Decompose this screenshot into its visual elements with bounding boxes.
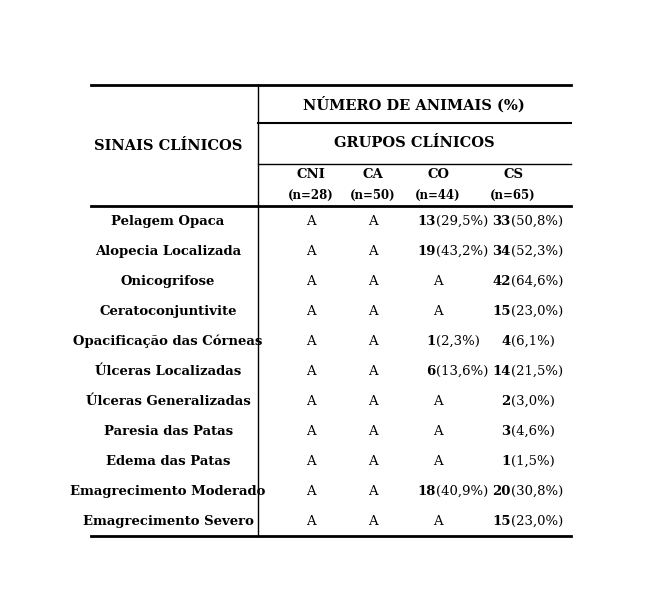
Text: Paresia das Patas: Paresia das Patas — [104, 424, 233, 438]
Text: A: A — [433, 454, 443, 467]
Text: (n=44): (n=44) — [415, 188, 461, 201]
Text: A: A — [306, 274, 315, 287]
Text: A: A — [433, 305, 443, 317]
Text: 33: 33 — [492, 214, 511, 228]
Text: 19: 19 — [417, 244, 435, 257]
Text: (6,1%): (6,1%) — [511, 335, 555, 348]
Text: NÚMERO DE ANIMAIS (%): NÚMERO DE ANIMAIS (%) — [303, 96, 525, 112]
Text: CNI: CNI — [296, 168, 325, 181]
Text: (n=65): (n=65) — [490, 188, 536, 201]
Text: A: A — [306, 395, 315, 408]
Text: (13,6%): (13,6%) — [435, 365, 488, 378]
Text: (4,6%): (4,6%) — [511, 424, 555, 438]
Text: (43,2%): (43,2%) — [435, 244, 488, 257]
Text: A: A — [368, 515, 378, 527]
Text: 1: 1 — [426, 335, 435, 348]
Text: 4: 4 — [501, 335, 511, 348]
Text: 42: 42 — [492, 274, 511, 287]
Text: A: A — [306, 214, 315, 228]
Text: A: A — [368, 274, 378, 287]
Text: Emagrecimento Severo: Emagrecimento Severo — [83, 515, 253, 527]
Text: A: A — [306, 424, 315, 438]
Text: SINAIS CLÍNICOS: SINAIS CLÍNICOS — [94, 139, 243, 153]
Text: Ceratoconjuntivite: Ceratoconjuntivite — [99, 305, 237, 317]
Text: (64,6%): (64,6%) — [511, 274, 563, 287]
Text: (23,0%): (23,0%) — [511, 305, 563, 317]
Text: 34: 34 — [492, 244, 511, 257]
Text: GRUPOS CLÍNICOS: GRUPOS CLÍNICOS — [334, 136, 495, 150]
Text: A: A — [368, 424, 378, 438]
Text: CA: CA — [362, 168, 383, 181]
Text: A: A — [433, 515, 443, 527]
Text: 20: 20 — [492, 484, 511, 497]
Text: 13: 13 — [417, 214, 435, 228]
Text: A: A — [433, 274, 443, 287]
Text: A: A — [306, 365, 315, 378]
Text: A: A — [306, 335, 315, 348]
Text: CS: CS — [503, 168, 523, 181]
Text: A: A — [368, 305, 378, 317]
Text: 1: 1 — [501, 454, 511, 467]
Text: A: A — [368, 454, 378, 467]
Text: (40,9%): (40,9%) — [435, 484, 488, 497]
Text: A: A — [368, 484, 378, 497]
Text: (30,8%): (30,8%) — [511, 484, 563, 497]
Text: Úlceras Generalizadas: Úlceras Generalizadas — [86, 395, 250, 408]
Text: A: A — [368, 365, 378, 378]
Text: Opacificação das Córneas: Opacificação das Córneas — [74, 334, 263, 348]
Text: A: A — [306, 484, 315, 497]
Text: A: A — [368, 214, 378, 228]
Text: 15: 15 — [492, 515, 511, 527]
Text: A: A — [368, 335, 378, 348]
Text: (50,8%): (50,8%) — [511, 214, 562, 228]
Text: (1,5%): (1,5%) — [511, 454, 554, 467]
Text: A: A — [306, 515, 315, 527]
Text: 14: 14 — [492, 365, 511, 378]
Text: A: A — [368, 244, 378, 257]
Text: CO: CO — [427, 168, 449, 181]
Text: (29,5%): (29,5%) — [435, 214, 488, 228]
Text: 6: 6 — [426, 365, 435, 378]
Text: 15: 15 — [492, 305, 511, 317]
Text: Pelagem Opaca: Pelagem Opaca — [112, 214, 224, 228]
Text: (n=28): (n=28) — [288, 188, 333, 201]
Text: Edema das Patas: Edema das Patas — [106, 454, 230, 467]
Text: Emagrecimento Moderado: Emagrecimento Moderado — [70, 484, 266, 497]
Text: (3,0%): (3,0%) — [511, 395, 555, 408]
Text: A: A — [306, 244, 315, 257]
Text: (23,0%): (23,0%) — [511, 515, 563, 527]
Text: A: A — [433, 395, 443, 408]
Text: (52,3%): (52,3%) — [511, 244, 563, 257]
Text: A: A — [433, 424, 443, 438]
Text: A: A — [306, 454, 315, 467]
Text: Úlceras Localizadas: Úlceras Localizadas — [95, 365, 241, 378]
Text: (2,3%): (2,3%) — [435, 335, 479, 348]
Text: (n=50): (n=50) — [350, 188, 396, 201]
Text: (21,5%): (21,5%) — [511, 365, 562, 378]
Text: Onicogrifose: Onicogrifose — [121, 274, 215, 287]
Text: 3: 3 — [501, 424, 511, 438]
Text: A: A — [306, 305, 315, 317]
Text: 18: 18 — [417, 484, 435, 497]
Text: 2: 2 — [501, 395, 511, 408]
Text: A: A — [368, 395, 378, 408]
Text: Alopecia Localizada: Alopecia Localizada — [95, 244, 241, 257]
